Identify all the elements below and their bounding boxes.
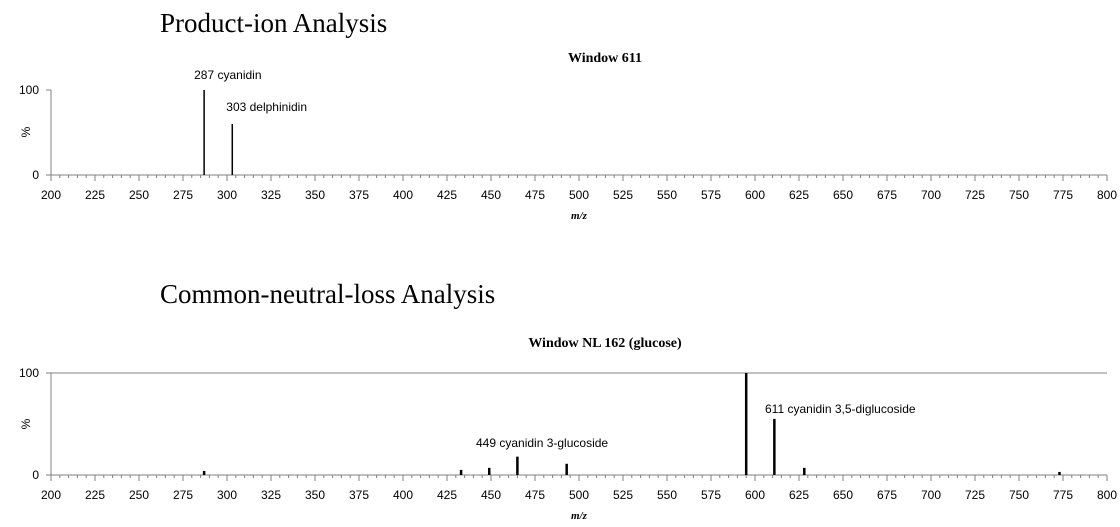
chart1-x-tick-label: 500 bbox=[569, 188, 589, 202]
chart1-x-tick-label: 275 bbox=[173, 188, 193, 202]
chart1-x-tick-label: 600 bbox=[745, 188, 765, 202]
chart2-x-tick-label: 450 bbox=[481, 488, 501, 502]
chart2-x-tick-label: 475 bbox=[525, 488, 545, 502]
chart2-x-axis-label: m/z bbox=[571, 510, 588, 522]
chart2-y-tick-label: 100 bbox=[19, 366, 39, 380]
chart2-x-tick-label: 675 bbox=[877, 488, 897, 502]
chart1-x-tick-label: 450 bbox=[481, 188, 501, 202]
chart1-title: Window 611 bbox=[568, 51, 642, 66]
chart1-x-tick-label: 625 bbox=[789, 188, 809, 202]
chart1-x-tick-label: 425 bbox=[437, 188, 457, 202]
chart1-y-axis-label: % bbox=[19, 126, 33, 137]
chart1-x-tick-label: 400 bbox=[393, 188, 413, 202]
chart1-x-tick-label: 650 bbox=[833, 188, 853, 202]
chart2-x-tick-label: 300 bbox=[217, 488, 237, 502]
chart2-x-tick-label: 525 bbox=[613, 488, 633, 502]
chart1-peak-label-287: 287 cyanidin bbox=[194, 68, 261, 82]
chart1-peak-label-303: 303 delphinidin bbox=[226, 100, 307, 114]
chart2-x-tick-label: 550 bbox=[657, 488, 677, 502]
chart2-x-tick-label: 725 bbox=[965, 488, 985, 502]
chart2-x-tick-label: 775 bbox=[1053, 488, 1073, 502]
chart1-y-tick-label: 100 bbox=[19, 83, 39, 97]
chart2-peak-label-611: 611 cyanidin 3,5-diglucoside bbox=[765, 402, 916, 416]
chart2-x-tick-label: 425 bbox=[437, 488, 457, 502]
chart2-x-tick-label: 600 bbox=[745, 488, 765, 502]
chart2-x-tick-label: 800 bbox=[1097, 488, 1117, 502]
chart2-x-tick-label: 750 bbox=[1009, 488, 1029, 502]
chart1-y-tick-label: 0 bbox=[32, 168, 39, 182]
chart2-x-tick-label: 400 bbox=[393, 488, 413, 502]
section-title-product-ion: Product-ion Analysis bbox=[160, 8, 388, 38]
chart2-x-tick-label: 500 bbox=[569, 488, 589, 502]
chart1-x-tick-label: 725 bbox=[965, 188, 985, 202]
chart2-peak-label-449: 449 cyanidin 3-glucoside bbox=[476, 436, 608, 450]
chart1-x-tick-label: 700 bbox=[921, 188, 941, 202]
chart2-x-tick-label: 350 bbox=[305, 488, 325, 502]
chart2-x-tick-label: 375 bbox=[349, 488, 369, 502]
chart2-x-tick-label: 575 bbox=[701, 488, 721, 502]
chart1-x-tick-label: 200 bbox=[41, 188, 61, 202]
chart1-x-tick-label: 250 bbox=[129, 188, 149, 202]
chart1-x-tick-label: 325 bbox=[261, 188, 281, 202]
chart1-x-tick-label: 225 bbox=[85, 188, 105, 202]
chart1-x-axis-label: m/z bbox=[571, 210, 588, 222]
chart1-x-tick-label: 300 bbox=[217, 188, 237, 202]
chart2-x-tick-label: 700 bbox=[921, 488, 941, 502]
chart2-x-tick-label: 275 bbox=[173, 488, 193, 502]
chart2-x-tick-label: 225 bbox=[85, 488, 105, 502]
chart1-x-tick-label: 550 bbox=[657, 188, 677, 202]
chart2-y-tick-label: 0 bbox=[32, 468, 39, 482]
chart1-x-tick-label: 575 bbox=[701, 188, 721, 202]
section-title-neutral-loss: Common-neutral-loss Analysis bbox=[160, 279, 496, 309]
chart2-x-tick-label: 625 bbox=[789, 488, 809, 502]
chart2-y-axis-label: % bbox=[19, 418, 33, 429]
chart1-x-tick-label: 750 bbox=[1009, 188, 1029, 202]
chart1-x-tick-label: 775 bbox=[1053, 188, 1073, 202]
chart1-x-tick-label: 475 bbox=[525, 188, 545, 202]
chart1-x-tick-label: 350 bbox=[305, 188, 325, 202]
chart2-x-tick-label: 250 bbox=[129, 488, 149, 502]
chart1-x-tick-label: 375 bbox=[349, 188, 369, 202]
chart2-x-tick-label: 200 bbox=[41, 488, 61, 502]
chart2-x-tick-label: 650 bbox=[833, 488, 853, 502]
chart1-x-tick-label: 525 bbox=[613, 188, 633, 202]
chart1-x-tick-label: 800 bbox=[1097, 188, 1117, 202]
chart2-x-tick-label: 325 bbox=[261, 488, 281, 502]
chart2-title: Window NL 162 (glucose) bbox=[528, 336, 682, 351]
chart1-x-tick-label: 675 bbox=[877, 188, 897, 202]
